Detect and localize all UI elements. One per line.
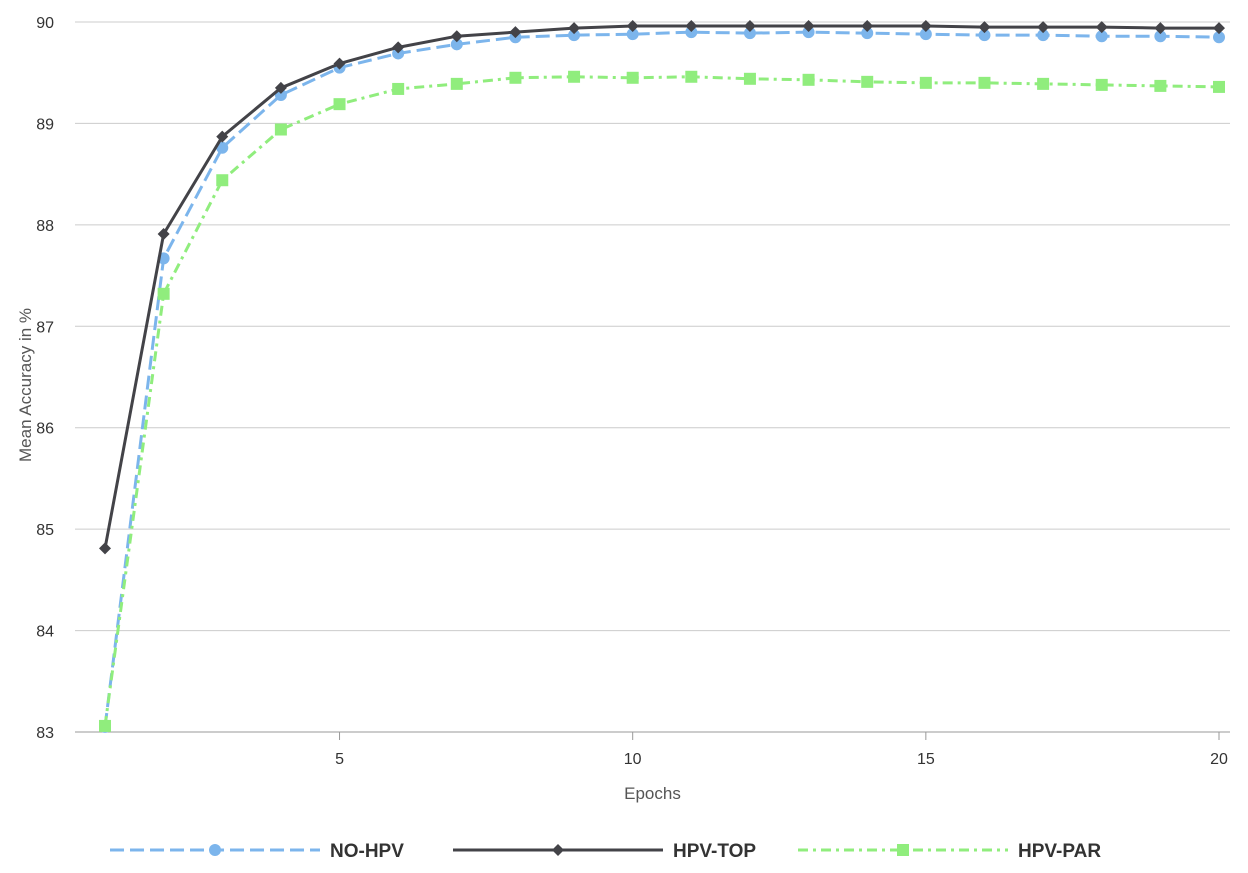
data-point [685, 20, 698, 33]
y-axis-title: Mean Accuracy in % [16, 308, 35, 462]
data-point [568, 22, 581, 35]
data-point [1154, 22, 1167, 35]
data-point [861, 27, 874, 40]
data-point [861, 20, 874, 33]
data-point [157, 227, 170, 240]
data-point [743, 27, 756, 40]
series-hpv-top [99, 20, 1225, 555]
legend-item-no-hpv[interactable]: NO-HPV [110, 841, 404, 862]
data-point [392, 41, 405, 54]
data-point [157, 287, 170, 300]
data-point [1095, 21, 1108, 34]
legend-label: HPV-PAR [1018, 841, 1101, 862]
data-point [743, 72, 756, 85]
data-point [802, 73, 815, 86]
data-point [509, 71, 522, 84]
data-point [450, 38, 463, 51]
data-point [450, 77, 463, 90]
data-point [861, 75, 874, 88]
data-point [685, 70, 698, 83]
y-axis-ticks: 83 84 85 86 87 88 89 90 [36, 15, 54, 742]
legend-label: NO-HPV [330, 841, 404, 862]
legend-marker [209, 844, 221, 856]
data-point [802, 26, 815, 39]
data-point [919, 20, 932, 33]
data-point [1037, 29, 1050, 42]
data-point [743, 20, 756, 33]
data-point [216, 130, 229, 143]
legend-item-hpv-par[interactable]: HPV-PAR [798, 841, 1101, 862]
data-point [978, 29, 991, 42]
legend-marker [552, 844, 564, 856]
gridlines [75, 21, 1230, 632]
data-point [626, 28, 639, 41]
data-point [333, 57, 346, 70]
y-tick-label: 90 [36, 15, 54, 32]
data-point [568, 29, 581, 42]
data-point [99, 542, 111, 555]
x-tick-label: 15 [917, 751, 935, 768]
data-point [1213, 80, 1225, 93]
data-point [216, 141, 229, 154]
series-line [103, 30, 1220, 728]
data-point [1037, 77, 1050, 90]
x-tick-label: 20 [1210, 751, 1228, 768]
data-point [392, 47, 405, 60]
data-point [1154, 30, 1167, 43]
y-tick-label: 84 [36, 624, 54, 641]
y-tick-label: 86 [36, 421, 54, 438]
series-line [103, 24, 1219, 549]
data-point [333, 98, 346, 111]
data-point [392, 82, 405, 95]
data-point [568, 70, 581, 83]
y-tick-label: 88 [36, 218, 54, 235]
data-point [216, 174, 229, 187]
data-point [1037, 21, 1050, 34]
y-tick-label: 89 [36, 116, 54, 133]
x-axis-ticks: 5 10 15 20 [335, 732, 1228, 768]
x-axis-title: Epochs [624, 784, 681, 803]
data-point [450, 30, 463, 43]
data-point [978, 76, 991, 89]
data-point [1154, 79, 1167, 92]
y-tick-label: 87 [36, 319, 54, 336]
x-tick-label: 5 [335, 751, 344, 768]
data-point [509, 26, 522, 39]
data-point [1213, 22, 1225, 35]
data-point [919, 28, 932, 41]
data-point [685, 26, 698, 39]
series-no-hpv [99, 26, 1225, 733]
y-tick-label: 83 [36, 725, 54, 742]
legend[interactable]: NO-HPV HPV-TOP HPV-PAR [110, 841, 1101, 862]
legend-label: HPV-TOP [673, 841, 756, 862]
data-point [274, 123, 287, 136]
data-point [626, 71, 639, 84]
y-tick-label: 85 [36, 522, 54, 539]
legend-marker [897, 844, 909, 856]
data-point [99, 719, 111, 732]
data-point [274, 81, 287, 94]
x-tick-label: 10 [624, 751, 642, 768]
data-point [626, 20, 639, 33]
series-hpv-par [99, 70, 1225, 732]
series-layer [99, 20, 1225, 733]
data-point [919, 76, 932, 89]
series-line [103, 75, 1220, 727]
data-point [1095, 30, 1108, 43]
legend-item-hpv-top[interactable]: HPV-TOP [453, 841, 756, 862]
data-point [802, 20, 815, 33]
data-point [1095, 78, 1108, 91]
data-point [978, 21, 991, 34]
data-point [1213, 31, 1225, 44]
